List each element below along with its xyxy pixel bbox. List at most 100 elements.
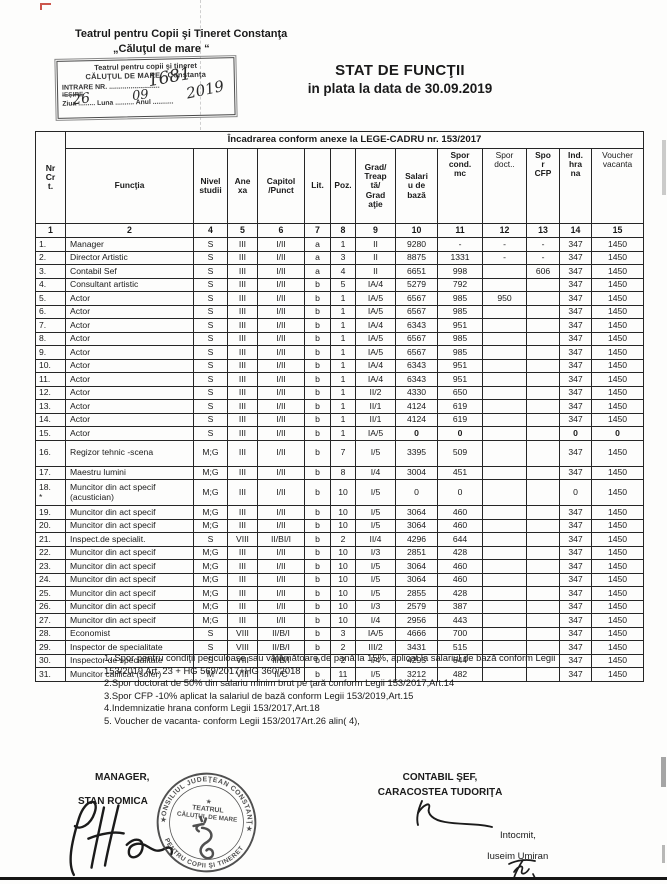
cell: I/II	[257, 304, 305, 319]
footnote-line: 4.Indemnizatie hrana conform Legii 153/2…	[104, 702, 320, 714]
cell: 1450	[591, 545, 644, 560]
cell: I/II	[257, 545, 305, 560]
cell: I/II	[257, 277, 305, 292]
cell: 16.	[35, 439, 66, 467]
cell: 4.	[35, 277, 66, 292]
cell: S	[193, 626, 228, 641]
manager-label: MANAGER,	[95, 772, 150, 783]
cell: 12.	[35, 385, 66, 400]
cell: I/II	[257, 599, 305, 614]
cell: 1450	[591, 532, 644, 547]
cell: III	[227, 572, 258, 587]
cell: 10	[330, 599, 356, 614]
manager-name: STAN ROMICA	[78, 796, 148, 807]
doc-title-line2: in plata la data de 30.09.2019	[307, 81, 493, 96]
cell	[526, 572, 560, 587]
cell: IA/5	[355, 426, 396, 441]
scan-edge-artifact	[662, 845, 665, 863]
cell: 23.	[35, 559, 66, 574]
cell: III	[227, 385, 258, 400]
cell: I/II	[257, 613, 305, 628]
cell: I/II	[257, 559, 305, 574]
cell: 3064	[395, 572, 438, 587]
cell: II/B/I	[257, 626, 305, 641]
cell: II/1	[355, 399, 396, 414]
cell: 1450	[591, 345, 644, 360]
cell: 347	[559, 399, 592, 414]
cell: 0	[437, 479, 483, 506]
cell	[526, 626, 560, 641]
table-row: 21. Inspect.de specialit. S VIII II/BI/I b 2 II…	[35, 532, 644, 547]
cell: 26.	[35, 599, 66, 614]
cell: 1.	[35, 237, 66, 252]
cell: II/4	[355, 532, 396, 547]
cell: S	[193, 331, 228, 346]
column-number: 13	[526, 223, 560, 238]
cell	[482, 465, 527, 480]
cell: S	[193, 264, 228, 279]
cell: 18. *	[35, 479, 66, 506]
cell	[526, 545, 560, 560]
manager-signature	[69, 800, 174, 877]
table-row: 2. Director Artistic S III I/II a 3 II 8875 1331-…	[35, 250, 644, 265]
cell	[482, 304, 527, 319]
table-row: 16. Regizor tehnic -scena M;G III I/II b 7 I/5 3…	[35, 439, 644, 467]
table-row: 20. Muncitor din act specif M;G III I/II b 10 I…	[35, 518, 644, 533]
cell: Inspect.de specialit.	[65, 532, 194, 547]
cell	[526, 532, 560, 547]
cell: 10	[330, 505, 356, 520]
accountant-name: CARACOSTEA TUDORIŢA	[377, 786, 503, 798]
column-number: 12	[482, 223, 527, 238]
cell: 428	[437, 545, 483, 560]
cell: I/5	[355, 439, 396, 467]
cell: I/II	[257, 479, 305, 506]
cell	[482, 545, 527, 560]
cell	[526, 399, 560, 414]
cell: Economist	[65, 626, 194, 641]
col-header: Funcţia	[65, 148, 194, 224]
cell: III	[227, 439, 258, 467]
cell: 3004	[395, 465, 438, 480]
cell: 9280	[395, 237, 438, 252]
column-number: 8	[330, 223, 356, 238]
cell: I/5	[355, 586, 396, 601]
cell	[526, 345, 560, 360]
cell: 15.	[35, 426, 66, 441]
cell: 6567	[395, 304, 438, 319]
col-header: Grad/ Treap tă/ Grad aţie	[355, 148, 396, 224]
cell: -	[526, 250, 560, 265]
cell: 4296	[395, 532, 438, 547]
cell: 950	[482, 291, 527, 306]
cell: III	[227, 479, 258, 506]
doc-title: STAT DE FUNCŢII in plata la data de 30.0…	[255, 62, 545, 96]
cell: 1	[330, 412, 356, 427]
cell	[482, 572, 527, 587]
cell: I/4	[355, 465, 396, 480]
cell: 4	[330, 264, 356, 279]
cell: I/II	[257, 505, 305, 520]
cell	[526, 613, 560, 628]
stamp-star-right: ★	[246, 825, 254, 834]
cell	[526, 318, 560, 333]
cell: S	[193, 412, 228, 427]
cell: III	[227, 412, 258, 427]
cell: I/5	[355, 559, 396, 574]
cell: 2956	[395, 613, 438, 628]
col-header: Spor cond. mc	[437, 148, 483, 224]
cell	[526, 304, 560, 319]
cell: 6.	[35, 304, 66, 319]
cell: I/II	[257, 412, 305, 427]
cell	[482, 626, 527, 641]
cell: I/5	[355, 505, 396, 520]
cell: 7.	[35, 318, 66, 333]
cell: III	[227, 372, 258, 387]
cell: Muncitor din act specif	[65, 613, 194, 628]
cell: 2851	[395, 545, 438, 560]
cell: S	[193, 277, 228, 292]
cell: 460	[437, 572, 483, 587]
cell: I/II	[257, 264, 305, 279]
cell: 998	[437, 264, 483, 279]
cell: 8.	[35, 331, 66, 346]
cell: 951	[437, 318, 483, 333]
cell: 2855	[395, 586, 438, 601]
